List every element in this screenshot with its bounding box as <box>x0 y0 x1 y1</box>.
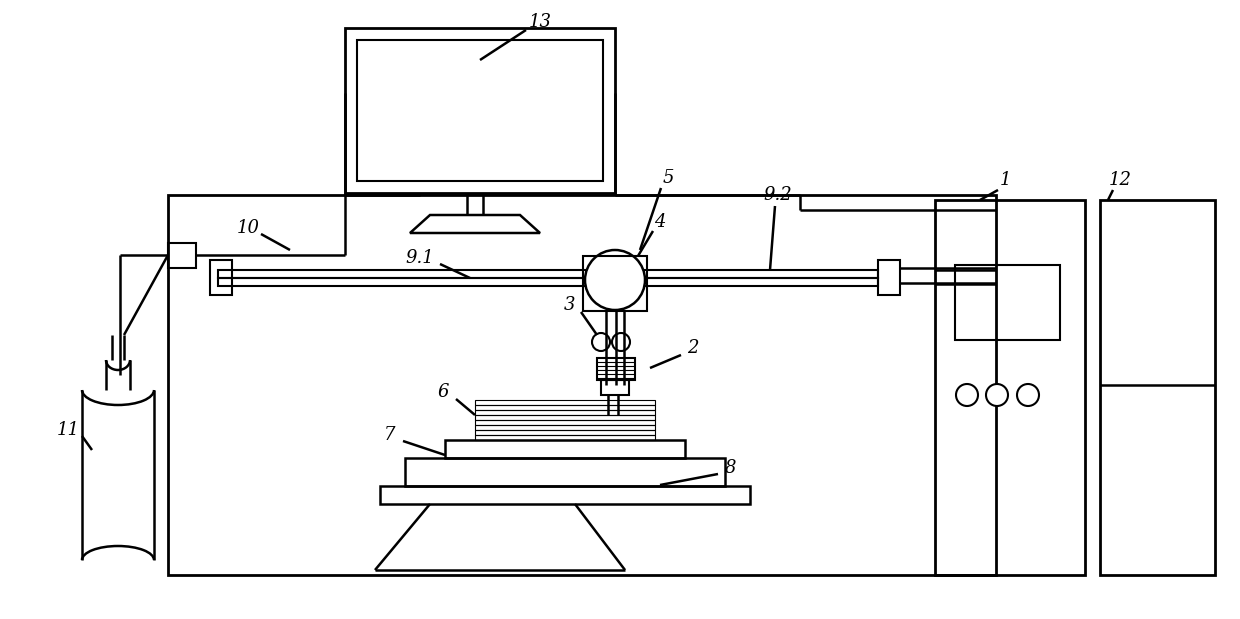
Bar <box>475 410 655 415</box>
Text: 9.1: 9.1 <box>405 249 434 267</box>
Circle shape <box>1017 384 1039 406</box>
Bar <box>475 405 655 410</box>
Text: 7: 7 <box>384 426 396 444</box>
Bar <box>601 380 629 395</box>
Text: 9.2: 9.2 <box>764 186 792 204</box>
Bar <box>955 265 1060 340</box>
Text: 11: 11 <box>57 421 79 439</box>
Bar <box>405 458 725 486</box>
Bar <box>167 195 996 575</box>
Bar <box>1100 200 1215 575</box>
Circle shape <box>956 384 978 406</box>
Circle shape <box>613 333 630 351</box>
Bar <box>357 40 603 181</box>
Text: 10: 10 <box>237 219 259 237</box>
Bar <box>475 415 655 420</box>
Bar <box>935 200 1085 575</box>
Text: 8: 8 <box>724 459 735 477</box>
Bar <box>345 28 615 193</box>
Text: 12: 12 <box>1109 171 1131 189</box>
Bar <box>210 260 232 295</box>
Bar <box>475 435 655 440</box>
Text: 1: 1 <box>999 171 1011 189</box>
Bar <box>475 425 655 430</box>
Bar <box>218 278 878 286</box>
Text: 2: 2 <box>687 339 699 357</box>
Text: 13: 13 <box>528 13 552 31</box>
Text: 3: 3 <box>564 296 575 314</box>
Text: 5: 5 <box>662 169 673 187</box>
Bar <box>878 260 900 295</box>
Circle shape <box>591 333 610 351</box>
Bar <box>379 486 750 504</box>
Text: 4: 4 <box>655 213 666 231</box>
Circle shape <box>986 384 1008 406</box>
Circle shape <box>585 250 645 310</box>
Bar <box>583 256 647 311</box>
Bar <box>475 400 655 405</box>
Text: 6: 6 <box>438 383 449 401</box>
Bar <box>475 430 655 435</box>
Bar <box>218 270 878 278</box>
Bar <box>167 243 196 268</box>
Bar <box>475 420 655 425</box>
Bar <box>445 440 684 458</box>
Bar <box>596 358 635 380</box>
